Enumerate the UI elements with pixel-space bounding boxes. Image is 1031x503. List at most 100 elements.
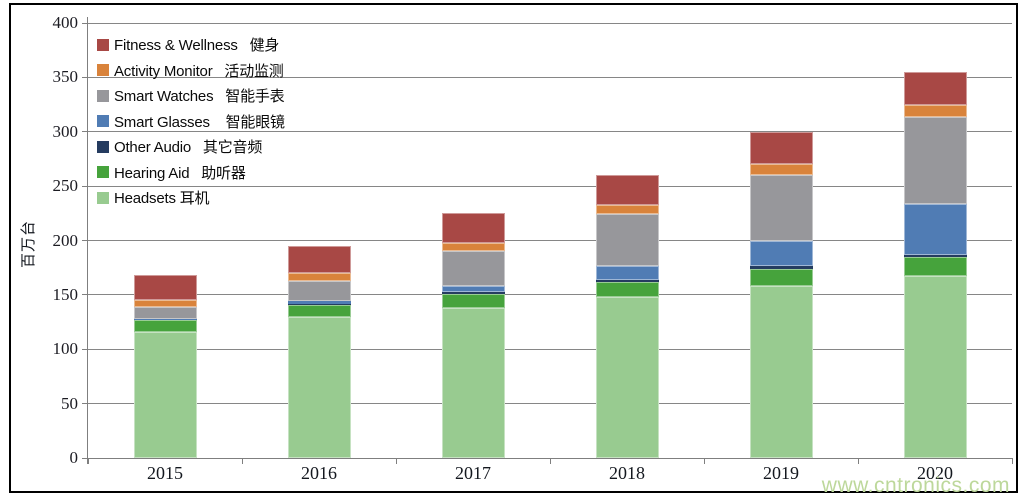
gridline-50 [88,403,1012,405]
bar-2018-headsets [595,297,659,458]
legend-swatch-activity-monitor-icon [97,64,109,77]
x-tick-3 [550,458,551,464]
legend-item-headsets: Headsets 耳机 [97,185,285,211]
bar-2019-headsets [749,286,813,458]
bar-2016-smart-watches [287,280,351,302]
bar-2018-smart-watches [595,214,659,266]
x-tick-6 [1012,458,1013,464]
bar-2019-smart-watches [749,175,813,241]
legend-item-fitness-wellness: Fitness & Wellness 健身 [97,32,285,58]
y-tick-label-100: 100 [52,339,79,359]
y-tick-label-400: 400 [52,13,79,32]
bar-2020-fitness-wellness [903,71,967,105]
x-tick-label-2019: 2019 [763,463,799,483]
x-tick-label-2016: 2016 [301,463,337,483]
bar-2018-other-audio [595,279,659,282]
bar-2020-smart-watches [903,116,967,204]
bar-2019-activity-monitor [749,164,813,176]
bar-2016-hearing-aid [287,304,351,317]
gridline-350 [88,76,1012,78]
x-tick-label-2018: 2018 [609,463,645,483]
gridline-200 [88,240,1012,241]
x-tick-label-2015: 2015 [147,463,183,483]
bar-2017-headsets [441,307,505,458]
y-tick-label-0: 0 [69,448,79,467]
bar-2020-headsets [903,276,967,458]
bar-2015-activity-monitor [133,300,197,307]
watermark: www.cntronics.com [821,474,1010,497]
x-tick-label-2020: 2020 [917,463,953,483]
bar-2015-smart-watches [133,306,197,319]
legend-swatch-fitness-wellness-icon [97,38,109,51]
x-tick-1 [242,458,243,464]
legend-label-activity-monitor: Activity Monitor 活动监测 [114,62,284,80]
bar-2016-fitness-wellness [287,245,351,274]
legend-swatch-smart-glasses-icon [97,115,109,128]
legend-label-hearing-aid: Hearing Aid 助听器 [114,164,246,182]
x-tick-2 [396,458,397,464]
bar-2017-fitness-wellness [441,213,505,243]
y-tick-label-50: 50 [61,393,78,413]
bar-2020-smart-glasses [903,203,967,255]
legend-item-smart-watches: Smart Watches 智能手表 [97,83,285,109]
bar-2019-fitness-wellness [749,131,813,165]
bar-2017-activity-monitor [441,242,505,252]
y-tick-300 [82,131,88,133]
bar-2018-activity-monitor [595,204,659,215]
legend-label-smart-glasses: Smart Glasses 智能眼镜 [114,113,285,131]
legend-label-other-audio: Other Audio 其它音频 [114,139,263,157]
x-tick-5 [858,458,859,464]
legend-swatch-headsets-icon [97,191,109,204]
x-tick-4 [704,458,705,464]
x-tick-label-2017: 2017 [455,463,491,483]
bar-2016-activity-monitor [287,273,351,281]
legend-item-activity-monitor: Activity Monitor 活动监测 [97,58,285,84]
bar-2018-smart-glasses [595,265,659,280]
bar-2016-smart-glasses [287,301,351,304]
gridline-400 [88,22,1012,24]
chart-border [9,3,1018,493]
legend-item-other-audio: Other Audio 其它音频 [97,134,285,160]
y-tick-label-200: 200 [52,230,79,250]
bar-2019-hearing-aid [749,268,813,287]
gridline-150 [88,294,1012,296]
y-tick-350 [82,76,88,78]
legend-label-headsets: Headsets 耳机 [114,190,210,208]
bar-2017-smart-watches [441,251,505,287]
gridline-100 [88,348,1012,350]
legend-swatch-smart-watches-icon [97,89,109,102]
legend-item-smart-glasses: Smart Glasses 智能眼镜 [97,109,285,135]
y-tick-0 [82,457,88,459]
legend-label-fitness-wellness: Fitness & Wellness 健身 [114,37,280,55]
bar-2020-other-audio [903,254,967,257]
legend-label-smart-watches: Smart Watches 智能手表 [114,88,285,106]
bar-2016-other-audio [287,303,351,305]
y-tick-label-150: 150 [52,284,79,304]
bar-2019-other-audio [749,265,813,269]
legend-swatch-other-audio-icon [97,140,109,153]
bar-2019-smart-glasses [749,240,813,266]
y-tick-150 [82,294,88,296]
y-tick-label-350: 350 [52,67,79,87]
bar-2015-fitness-wellness [133,275,197,301]
gridline-300 [88,131,1012,133]
y-tick-label-300: 300 [52,121,79,141]
y-tick-250 [82,185,88,187]
legend-item-hearing-aid: Hearing Aid 助听器 [97,160,285,186]
bar-2018-fitness-wellness [595,175,659,205]
bar-2015-headsets [133,331,197,458]
y-tick-200 [82,240,88,241]
bar-2016-headsets [287,316,351,458]
bar-2020-activity-monitor [903,104,967,117]
bar-2017-other-audio [441,291,505,294]
y-axis-line [87,17,88,464]
y-tick-label-250: 250 [52,176,79,196]
bar-2017-hearing-aid [441,293,505,308]
bar-2017-smart-glasses [441,286,505,292]
x-tick-0 [88,458,89,464]
bar-2015-hearing-aid [133,319,197,332]
y-tick-400 [82,22,88,24]
gridline-250 [88,185,1012,187]
legend-swatch-hearing-aid-icon [97,166,109,179]
